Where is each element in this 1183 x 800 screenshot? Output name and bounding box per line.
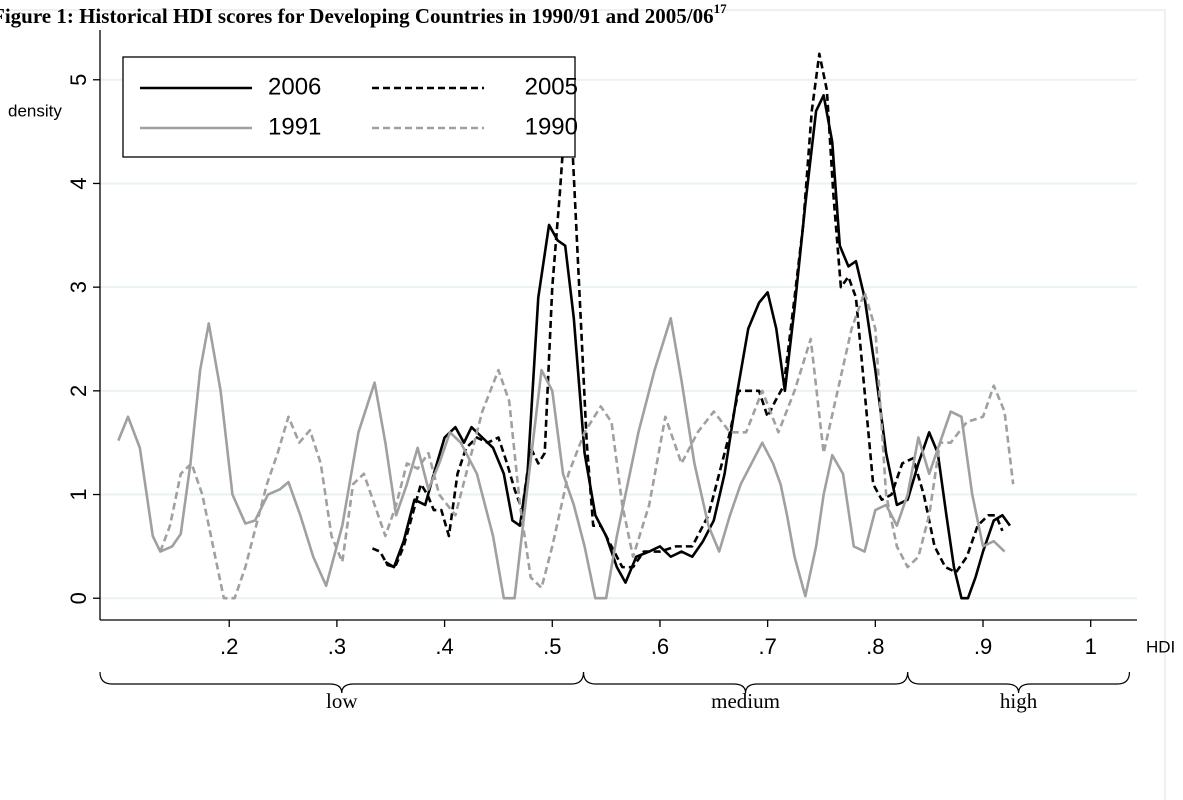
legend-label: 2006 <box>268 73 321 100</box>
legend-label: 1990 <box>525 113 578 140</box>
plot-lines <box>117 52 1015 600</box>
x-tick-label: .4 <box>435 634 453 659</box>
y-tick-label: 5 <box>66 74 91 86</box>
y-axis-label: density <box>8 101 62 120</box>
bracket <box>907 671 1131 694</box>
legend: 2006 2005 1991 1990 <box>122 56 578 158</box>
x-tick-label: .8 <box>866 634 884 659</box>
x-tick-label: .2 <box>220 634 238 659</box>
legend-label: 1991 <box>268 113 321 140</box>
x-tick-label: .3 <box>328 634 346 659</box>
x-tick-label: 1 <box>1085 634 1097 659</box>
x-tick-label: .5 <box>543 634 561 659</box>
chart-title: Figure 1: Historical HDI scores for Deve… <box>0 1 727 28</box>
series-line <box>117 316 1006 600</box>
bracket-label: low <box>326 689 358 713</box>
grid <box>100 78 1137 600</box>
legend-box <box>122 56 576 158</box>
x-tick-label: .7 <box>758 634 776 659</box>
y-tick-label: 0 <box>66 592 91 604</box>
series-line <box>159 291 1015 600</box>
y-tick-label: 1 <box>66 488 91 500</box>
bracket-label: high <box>1000 689 1038 713</box>
y-tick-label: 2 <box>66 385 91 397</box>
graph-frame <box>0 9 1166 800</box>
bracket <box>99 671 585 694</box>
bracket <box>582 671 909 694</box>
series-line <box>371 52 1004 574</box>
brackets: low medium high <box>99 671 1131 713</box>
legend-label: 2005 <box>525 73 578 100</box>
title-footnote: 17 <box>714 1 728 16</box>
bracket-label: medium <box>711 689 780 713</box>
y-tick-label: 4 <box>66 177 91 189</box>
x-tick-label: .6 <box>651 634 669 659</box>
axes: 0 1 2 3 4 5 .2 .3 .4 .5 .6 .7 .8 .9 1 <box>66 30 1137 659</box>
title-text: Figure 1: Historical HDI scores for Deve… <box>0 4 714 28</box>
series-line <box>384 94 1011 600</box>
x-axis-label: HDI <box>1146 637 1175 656</box>
x-tick-label: .9 <box>974 634 992 659</box>
y-tick-label: 3 <box>66 281 91 293</box>
